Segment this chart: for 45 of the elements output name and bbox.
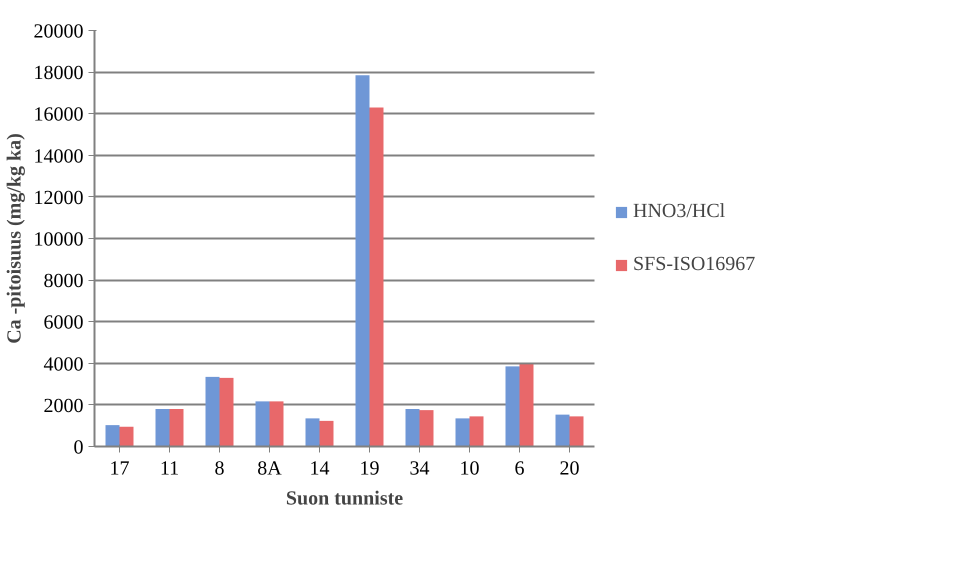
bar — [106, 425, 120, 446]
x-tick-label: 20 — [560, 458, 580, 480]
y-tick-label: 20000 — [34, 20, 84, 42]
y-tick-label: 14000 — [34, 145, 84, 168]
bar — [170, 409, 184, 446]
y-tick-label: 0 — [74, 436, 84, 458]
legend-label: HNO3/HCl — [633, 200, 726, 223]
y-tick-label: 16000 — [34, 104, 84, 126]
x-tick-label: 6 — [514, 458, 524, 480]
bar — [220, 378, 234, 446]
x-tick-label: 19 — [360, 458, 380, 480]
bar — [120, 426, 134, 446]
bar — [556, 414, 570, 446]
bar — [570, 416, 584, 446]
x-tick-label: 10 — [460, 458, 480, 480]
bar — [306, 418, 320, 446]
bar — [506, 366, 520, 446]
y-axis-title: Ca -pitoisuus (mg/kg ka) — [4, 133, 26, 344]
bar — [470, 416, 484, 446]
y-tick-label: 4000 — [44, 353, 84, 376]
bar — [206, 376, 220, 446]
bar — [356, 75, 370, 446]
bar — [406, 409, 420, 446]
x-tick-label: 11 — [160, 458, 180, 480]
x-tick-label: 8 — [214, 458, 224, 480]
bar — [270, 401, 284, 446]
bar — [520, 364, 534, 446]
bar — [420, 410, 434, 446]
legend-label: SFS-ISO16967 — [633, 253, 756, 276]
x-axis-title: Suon tunniste — [286, 488, 404, 510]
bar — [156, 409, 170, 446]
y-tick-label: 12000 — [34, 186, 84, 209]
x-tick-label: 8A — [257, 458, 282, 480]
bar — [370, 107, 384, 446]
y-tick-label: 18000 — [34, 62, 84, 84]
y-tick-label: 2000 — [44, 394, 84, 417]
y-tick-label: 8000 — [44, 270, 84, 292]
x-tick-label: 17 — [110, 458, 130, 480]
y-tick-label: 10000 — [34, 228, 84, 250]
x-tick-label: 34 — [410, 458, 430, 480]
y-tick-label: 6000 — [44, 312, 84, 334]
bar — [320, 420, 334, 446]
bar — [456, 418, 470, 446]
bar — [256, 401, 270, 446]
x-tick-label: 14 — [310, 458, 330, 480]
